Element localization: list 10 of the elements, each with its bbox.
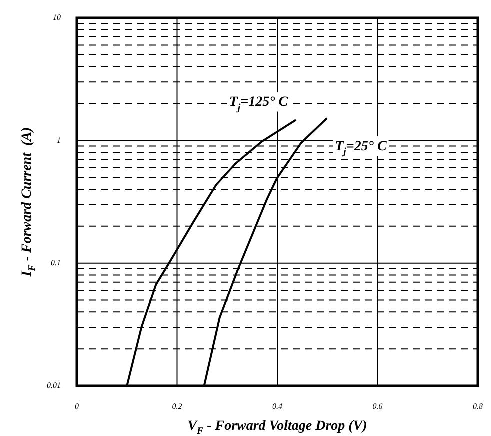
y-tick-label: 1 bbox=[57, 136, 61, 145]
x-tick-label: 0 bbox=[75, 402, 79, 411]
y-axis-title: IF - Forward Current (A) bbox=[20, 127, 38, 278]
x-tick-label: 0.2 bbox=[172, 402, 182, 411]
x-tick-label: 0.8 bbox=[473, 402, 483, 411]
y-tick-label: 0.01 bbox=[47, 381, 61, 390]
x-tick-label: 0.4 bbox=[272, 402, 282, 411]
y-tick-label: 0.1 bbox=[51, 258, 61, 268]
y-tick-label: 10 bbox=[53, 13, 61, 22]
x-tick-label: 0.6 bbox=[372, 402, 383, 411]
